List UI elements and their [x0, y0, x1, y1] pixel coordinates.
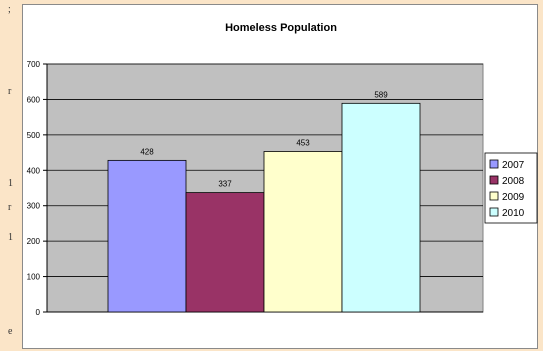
legend-label-2010: 2010 [502, 208, 525, 219]
y-tick-label: 500 [27, 131, 41, 140]
y-tick-label: 400 [27, 166, 41, 175]
stray-char: r [8, 86, 12, 97]
legend-swatch-2009 [489, 191, 499, 201]
chart-title: Homeless Population [225, 22, 337, 34]
stray-char: r [8, 202, 12, 213]
data-label-2010: 589 [374, 90, 388, 99]
stray-char: ; [8, 4, 11, 15]
bar-2010 [341, 102, 421, 313]
y-tick-label: 300 [27, 202, 41, 211]
y-tick-label: 700 [27, 60, 41, 69]
stray-char: 1 [8, 232, 13, 243]
stray-char: 1 [8, 178, 13, 189]
chart-frame: Homeless Population 0 100 200 300 400 500 600 7… [22, 4, 538, 349]
plot-area: 0 100 200 300 400 500 600 700 428 337 453 589 [27, 60, 484, 317]
data-label-2008: 337 [218, 180, 232, 189]
legend-swatch-2008 [489, 175, 499, 185]
bar-chart: Homeless Population 0 100 200 300 400 500 600 7… [27, 22, 538, 317]
legend-label-2008: 2008 [502, 176, 525, 187]
y-tick-label: 600 [27, 95, 41, 104]
bar-2007 [107, 159, 187, 313]
data-label-2009: 453 [296, 139, 310, 148]
y-tick-label: 200 [27, 237, 41, 246]
left-margin: ; r 1 r 1 e [0, 0, 20, 351]
legend-label-2009: 2009 [502, 192, 525, 203]
legend-swatch-2007 [489, 159, 499, 169]
legend-label-2007: 2007 [502, 160, 525, 171]
bar-2008 [185, 192, 265, 313]
y-tick-label: 0 [36, 308, 41, 317]
y-tick-label: 100 [27, 273, 41, 282]
legend-swatch-2010 [489, 207, 499, 217]
bar-2009 [263, 151, 343, 313]
data-label-2007: 428 [140, 147, 154, 156]
stray-char: e [8, 326, 13, 337]
legend: 2007 2008 2009 2010 [484, 152, 538, 224]
